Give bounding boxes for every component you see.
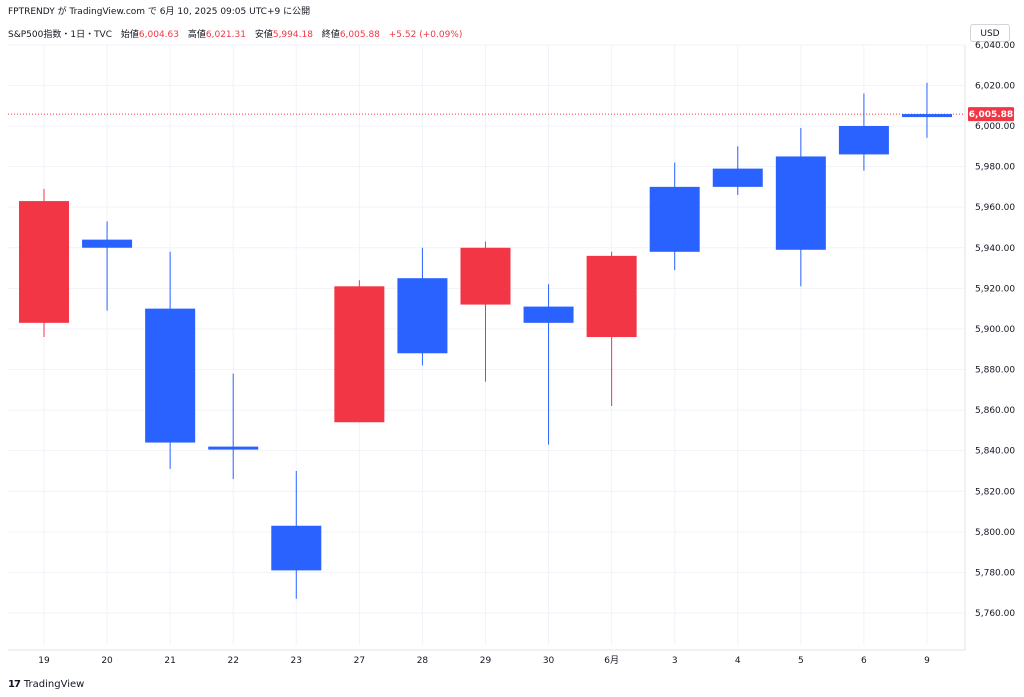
candle-body [397,278,448,354]
publisher-line: FPTRENDY が TradingView.com で 6月 10, 2025… [8,7,311,17]
x-tick-label: 30 [543,656,555,666]
low-value: 5,994.18 [272,30,313,40]
candle [271,470,322,599]
x-tick-label: 6 [861,656,867,666]
x-tick-label: 5 [798,656,804,666]
candle [649,162,700,271]
candle-body [208,446,259,450]
close-label: 終値 [321,30,340,40]
candle-body [649,186,700,252]
candle-body [334,286,385,423]
x-tick-label: 19 [38,656,50,666]
y-tick-label: 5,800.00 [975,528,1015,538]
high-value: 6,021.31 [205,30,246,40]
candle [712,146,763,195]
x-tick-label: 22 [227,656,238,666]
price-axis: 5,760.00 5,780.00 5,800.00 5,820.00 5,840.00… [968,41,1015,619]
candle [460,241,511,382]
y-tick-label: 5,860.00 [975,406,1015,416]
x-tick-label: 21 [164,656,175,666]
candle [208,373,259,480]
grid-lines [8,44,966,651]
x-tick-label: 23 [291,656,302,666]
open-value: 6,004.63 [138,30,179,40]
candles [19,82,952,599]
y-tick-label: 6,020.00 [975,81,1015,91]
open-label: 始値 [120,30,139,40]
x-tick-label: 9 [924,656,930,666]
candle [586,251,637,407]
candle-body [712,168,763,187]
candle-body [460,247,511,305]
x-tick-label: 27 [354,656,365,666]
last-price-badge [968,107,1014,122]
candle-body [901,114,952,118]
y-tick-label: 5,980.00 [975,163,1015,173]
y-tick-label: 5,960.00 [975,203,1015,213]
candle-body [271,525,322,571]
candle [775,128,826,287]
candle-body [82,239,133,248]
candle [397,247,448,366]
tradingview-brand[interactable]: 17 TradingView [8,679,84,690]
close-value: 6,005.88 [339,30,380,40]
candle-body [19,201,69,323]
symbol-label: S&P500指数・1日・TVC [8,30,113,40]
y-tick-label: 5,780.00 [975,568,1015,578]
x-tick-label: 3 [672,656,678,666]
tradingview-logo-icon: 17 [8,679,21,690]
candle [334,280,385,423]
candle-body [523,306,574,323]
candle-body [145,308,196,443]
low-label: 安値 [254,30,273,40]
currency-button[interactable]: USD [970,24,1010,42]
x-tick-label: 4 [735,656,741,666]
candle-body [838,126,889,155]
y-tick-label: 5,900.00 [975,325,1015,335]
candle-body [586,255,637,338]
time-axis: 19 20 21 22 23 27 28 29 30 6月 3 4 5 6 9 [38,655,930,666]
y-tick-label: 6,000.00 [975,122,1015,132]
y-tick-label: 5,880.00 [975,366,1015,376]
candle [82,221,133,311]
last-price-label: 6,005.88 [969,110,1013,120]
change-value: +5.52 (+0.09%) [388,30,463,40]
y-tick-label: 5,840.00 [975,447,1015,457]
high-label: 高値 [187,30,206,40]
candle [901,82,952,138]
x-tick-label: 29 [480,656,492,666]
candle [838,93,889,171]
ohlc-legend: S&P500指数・1日・TVC 始値6,004.63 高値6,021.31 安値… [8,27,462,40]
x-tick-label: 6月 [604,655,619,666]
candle [523,284,574,445]
brand-name: TradingView [23,679,85,690]
y-tick-label: 5,760.00 [975,609,1015,619]
candle [19,188,69,338]
candle [145,251,196,469]
y-tick-label: 5,920.00 [975,284,1015,294]
x-tick-label: 28 [417,656,429,666]
y-tick-label: 5,820.00 [975,487,1015,497]
x-tick-label: 20 [101,656,113,666]
y-tick-label: 5,940.00 [975,244,1015,254]
candle-body [775,156,826,250]
